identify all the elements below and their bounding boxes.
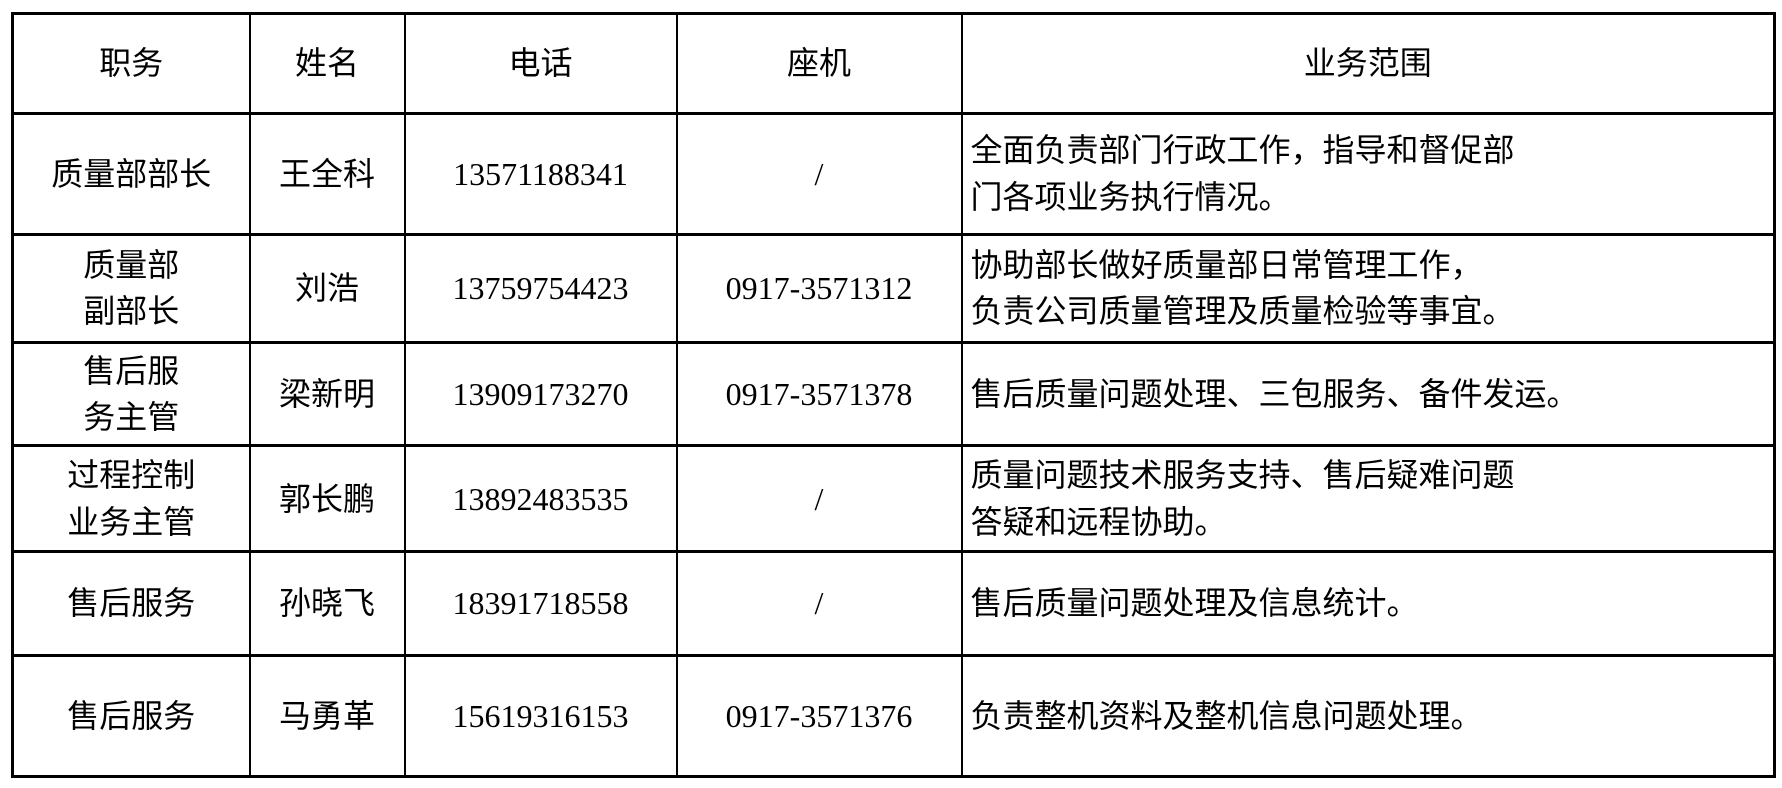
name-cell: 郭长鹏 bbox=[248, 444, 406, 553]
phone-cell: 13759754423 bbox=[403, 232, 678, 345]
table-row: 售后服 务主管 梁新明 13909173270 0917-3571378 售后质… bbox=[11, 341, 1776, 448]
header-row: 职务 姓名 电话 座机 业务范围 bbox=[11, 12, 1776, 115]
table-row: 售后服务 孙晓飞 18391718558 / 售后质量问题处理及信息统计。 bbox=[11, 549, 1776, 658]
scope-cell: 协助部长做好质量部日常管理工作， 负责公司质量管理及质量检验等事宜。 bbox=[960, 232, 1776, 345]
position-cell: 质量部 副部长 bbox=[11, 232, 251, 345]
phone-cell: 15619316153 bbox=[403, 654, 678, 778]
contact-table: 职务 姓名 电话 座机 业务范围 质量部部长 王全科 13571188341 /… bbox=[11, 12, 1776, 778]
name-cell: 刘浩 bbox=[248, 232, 406, 345]
header-cell-phone: 电话 bbox=[403, 12, 678, 115]
position-cell: 质量部部长 bbox=[11, 112, 251, 236]
header-cell-position: 职务 bbox=[11, 12, 251, 115]
name-cell: 王全科 bbox=[248, 112, 406, 236]
scope-cell: 售后质量问题处理、三包服务、备件发运。 bbox=[960, 341, 1776, 448]
landline-cell: 0917-3571376 bbox=[675, 654, 963, 778]
landline-cell: 0917-3571378 bbox=[675, 341, 963, 448]
table-row: 质量部部长 王全科 13571188341 / 全面负责部门行政工作，指导和督促… bbox=[11, 112, 1776, 236]
name-cell: 马勇革 bbox=[248, 654, 406, 778]
scope-cell: 质量问题技术服务支持、售后疑难问题 答疑和远程协助。 bbox=[960, 444, 1776, 553]
position-cell: 过程控制 业务主管 bbox=[11, 444, 251, 553]
name-cell: 孙晓飞 bbox=[248, 549, 406, 658]
landline-cell: / bbox=[675, 444, 963, 553]
table-row: 质量部 副部长 刘浩 13759754423 0917-3571312 协助部长… bbox=[11, 232, 1776, 345]
landline-cell: 0917-3571312 bbox=[675, 232, 963, 345]
scope-cell: 全面负责部门行政工作，指导和督促部 门各项业务执行情况。 bbox=[960, 112, 1776, 236]
landline-cell: / bbox=[675, 549, 963, 658]
scope-cell: 负责整机资料及整机信息问题处理。 bbox=[960, 654, 1776, 778]
scope-cell: 售后质量问题处理及信息统计。 bbox=[960, 549, 1776, 658]
landline-cell: / bbox=[675, 112, 963, 236]
header-cell-landline: 座机 bbox=[675, 12, 963, 115]
header-cell-name: 姓名 bbox=[248, 12, 406, 115]
position-cell: 售后服 务主管 bbox=[11, 341, 251, 448]
header-cell-scope: 业务范围 bbox=[960, 12, 1776, 115]
table-row: 售后服务 马勇革 15619316153 0917-3571376 负责整机资料… bbox=[11, 654, 1776, 778]
phone-cell: 13909173270 bbox=[403, 341, 678, 448]
table-row: 过程控制 业务主管 郭长鹏 13892483535 / 质量问题技术服务支持、售… bbox=[11, 444, 1776, 553]
phone-cell: 18391718558 bbox=[403, 549, 678, 658]
position-cell: 售后服务 bbox=[11, 654, 251, 778]
phone-cell: 13571188341 bbox=[403, 112, 678, 236]
position-cell: 售后服务 bbox=[11, 549, 251, 658]
phone-cell: 13892483535 bbox=[403, 444, 678, 553]
name-cell: 梁新明 bbox=[248, 341, 406, 448]
